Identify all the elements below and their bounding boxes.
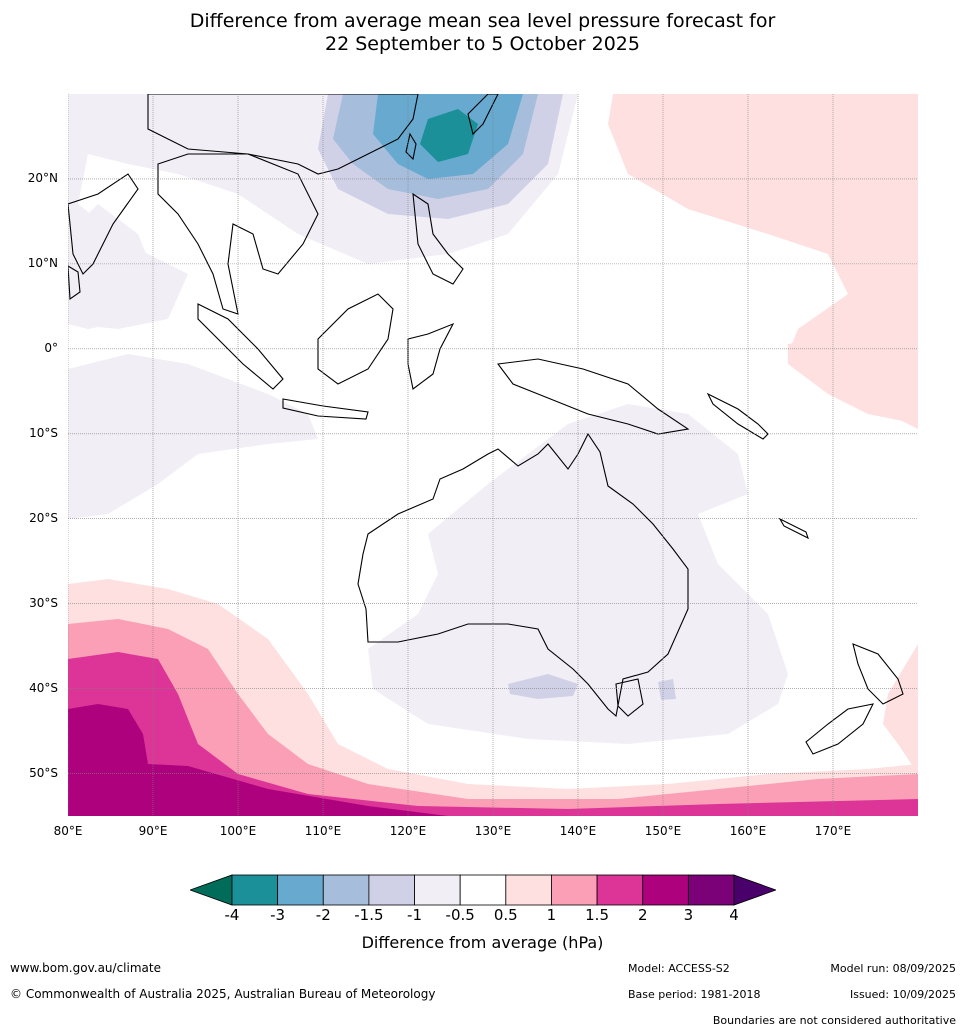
coastline-australia	[357, 432, 689, 718]
longitude-label: 160°E	[729, 824, 767, 838]
colorbar-swatch	[687, 874, 735, 906]
colorbar-extend-high	[733, 874, 776, 906]
colorbar-tick-label: -0.5	[445, 906, 475, 924]
latitude-label: 10°S	[29, 425, 58, 440]
colorbar-swatch	[459, 874, 507, 906]
coastline-newcaledonia	[778, 517, 809, 540]
anomaly-region-pos2-south	[68, 704, 448, 816]
latitude-label: 20°N	[27, 170, 58, 185]
anomaly-region-neg05-nw	[68, 204, 158, 329]
coastline-solomon	[706, 392, 769, 440]
map-title: Difference from average mean sea level p…	[0, 10, 965, 56]
anomaly-region-neg3-eastasia	[420, 109, 478, 162]
coastline-srilanka	[68, 265, 81, 301]
longitude-label: 80°E	[53, 824, 83, 838]
footer-url: www.bom.gov.au/climate	[10, 961, 161, 975]
latitude-label: 10°N	[27, 255, 58, 270]
coastline-philippines	[412, 192, 464, 285]
graticule	[68, 94, 918, 816]
title-line-1: Difference from average mean sea level p…	[189, 10, 776, 32]
longitude-label: 170°E	[814, 824, 852, 838]
footer-disclaimer: Boundaries are not considered authoritat…	[712, 1014, 956, 1027]
colorbar-tick-label: -3	[270, 906, 286, 924]
footer-model-run: Model run: 08/09/2025	[830, 962, 956, 975]
latitude-label: 20°S	[29, 510, 58, 525]
coastline-tasmania	[615, 678, 644, 717]
colorbar-tick-label: -4	[224, 906, 240, 924]
anomaly-region-pos1-south	[68, 619, 918, 816]
latitude-label: 0°	[44, 340, 58, 355]
coastline-china	[147, 94, 419, 175]
colorbar-tick-label: -1.5	[354, 906, 384, 924]
colorbar-tick-label: -1	[407, 906, 423, 924]
longitude-label: 90°E	[138, 824, 168, 838]
pressure-anomaly-map	[68, 94, 918, 816]
coastline-newzealand-north	[852, 643, 904, 705]
latitude-label: 40°S	[29, 680, 58, 695]
colorbar-tick-label: -2	[315, 906, 331, 924]
coastline-borneo	[317, 293, 394, 385]
title-line-2: 22 September to 5 October 2025	[325, 33, 640, 55]
colorbar-label: Difference from average (hPa)	[361, 933, 604, 952]
footer-issued: Issued: 10/09/2025	[849, 988, 956, 1001]
latitude-label: 30°S	[29, 595, 58, 610]
colorbar-tick-label: 1	[546, 906, 557, 924]
coastline-india	[68, 173, 139, 275]
colorbar-swatch	[277, 874, 324, 906]
colorbar-swatch	[368, 874, 415, 906]
longitude-label: 120°E	[389, 824, 427, 838]
colorbar-swatch	[642, 874, 689, 906]
longitude-label: 100°E	[219, 824, 257, 838]
colorbar-tick-label: 2	[637, 906, 648, 924]
anomaly-region-neg1-tasman	[658, 679, 676, 700]
coastline-indochina	[157, 153, 319, 315]
coastline-sulawesi	[407, 322, 455, 390]
coastline-newzealand-south	[805, 703, 874, 755]
footer-copyright: © Commonwealth of Australia 2025, Austra…	[10, 987, 436, 1001]
longitude-label: 110°E	[304, 824, 342, 838]
coastline-taiwan	[405, 132, 417, 161]
colorbar-swatch	[551, 874, 598, 906]
anomaly-region-neg05-west	[68, 354, 318, 519]
footer-model: Model: ACCESS-S2	[628, 962, 730, 975]
longitude-label: 130°E	[474, 824, 512, 838]
colorbar-swatch	[596, 874, 644, 906]
anomaly-region-pos05-equator	[788, 329, 918, 424]
colorbar-tick-label: 3	[683, 906, 694, 924]
colorbar-swatch	[322, 874, 370, 906]
longitude-label: 140°E	[559, 824, 597, 838]
colorbar-swatch	[231, 874, 279, 906]
latitude-label: 50°S	[29, 765, 58, 780]
colorbar-tick-label: 0.5	[493, 906, 518, 924]
colorbar-swatch	[414, 874, 461, 906]
colorbar	[190, 874, 776, 906]
coastline-japan	[467, 94, 499, 136]
colorbar-tick-label: 4	[729, 906, 739, 924]
anomaly-region-pos05-newzealand	[883, 644, 918, 774]
anomaly-region-neg1-south	[508, 674, 578, 699]
colorbar-extend-low	[190, 874, 233, 906]
colorbar-swatch	[505, 874, 552, 906]
colorbar-tick-label: 1.5	[585, 906, 609, 924]
longitude-label: 150°E	[644, 824, 682, 838]
footer-base-period: Base period: 1981-2018	[628, 988, 761, 1001]
